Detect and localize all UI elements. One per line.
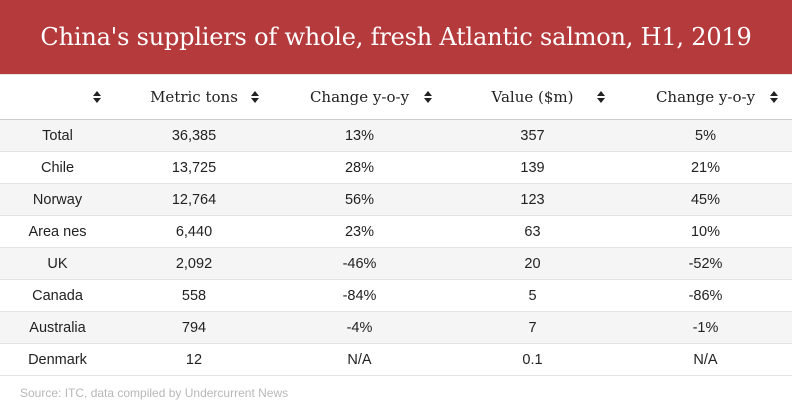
table-cell: 357 bbox=[446, 119, 619, 152]
sort-arrows-icon[interactable] bbox=[93, 91, 101, 103]
table-cell: 13,725 bbox=[115, 151, 273, 184]
table-cell: 28% bbox=[273, 151, 446, 184]
column-header-label: Value ($m) bbox=[491, 88, 574, 106]
table-row: Total 36,385 13% 357 5% bbox=[0, 119, 792, 152]
table-row: UK 2,092 -46% 20 -52% bbox=[0, 247, 792, 280]
table-cell: -1% bbox=[619, 311, 792, 344]
data-table-container: Metric tons Change y-o-y Value ($m) Change … bbox=[0, 74, 792, 376]
source-note: Source: ITC, data compiled by Undercurre… bbox=[20, 386, 289, 400]
row-label: Chile bbox=[0, 151, 115, 184]
table-row: Norway 12,764 56% 123 45% bbox=[0, 183, 792, 216]
column-header-4[interactable]: Change y-o-y bbox=[619, 74, 792, 120]
table-cell: 56% bbox=[273, 183, 446, 216]
column-header-3[interactable]: Value ($m) bbox=[446, 74, 619, 120]
table-row: Chile 13,725 28% 139 21% bbox=[0, 151, 792, 184]
sort-arrows-icon[interactable] bbox=[424, 91, 432, 103]
table-cell: 12 bbox=[115, 343, 273, 376]
chart-title: China's suppliers of whole, fresh Atlant… bbox=[0, 0, 792, 74]
table-cell: 13% bbox=[273, 119, 446, 152]
sort-arrows-icon[interactable] bbox=[251, 91, 259, 103]
row-label: Australia bbox=[0, 311, 115, 344]
table-cell: 20 bbox=[446, 247, 619, 280]
sort-arrows-icon[interactable] bbox=[770, 91, 778, 103]
row-label: Norway bbox=[0, 183, 115, 216]
column-header-label: Change y-o-y bbox=[655, 88, 756, 106]
table-row: Canada 558 -84% 5 -86% bbox=[0, 279, 792, 312]
table-cell: 794 bbox=[115, 311, 273, 344]
column-header-label: Metric tons bbox=[150, 88, 238, 106]
table-cell: 5% bbox=[619, 119, 792, 152]
table-cell: 2,092 bbox=[115, 247, 273, 280]
table-cell: -4% bbox=[273, 311, 446, 344]
table-cell: 10% bbox=[619, 215, 792, 248]
table-row: Denmark 12 N/A 0.1 N/A bbox=[0, 343, 792, 376]
column-header-label: Change y-o-y bbox=[309, 88, 410, 106]
column-header-2[interactable]: Change y-o-y bbox=[273, 74, 446, 120]
table-cell: 7 bbox=[446, 311, 619, 344]
table-cell: -46% bbox=[273, 247, 446, 280]
table-header: Metric tons Change y-o-y Value ($m) Change … bbox=[0, 74, 792, 120]
column-header-1[interactable]: Metric tons bbox=[115, 74, 273, 120]
row-label: Area nes bbox=[0, 215, 115, 248]
table-cell: N/A bbox=[273, 343, 446, 376]
header-row: Metric tons Change y-o-y Value ($m) Change … bbox=[0, 74, 792, 120]
row-label: Denmark bbox=[0, 343, 115, 376]
table-cell: 63 bbox=[446, 215, 619, 248]
table-cell: 45% bbox=[619, 183, 792, 216]
table-row: Area nes 6,440 23% 63 10% bbox=[0, 215, 792, 248]
row-label: Total bbox=[0, 119, 115, 152]
column-header-0[interactable] bbox=[0, 74, 115, 120]
table-body: Total 36,385 13% 357 5% Chile 13,725 28% 139 21% N… bbox=[0, 119, 792, 376]
table-cell: -84% bbox=[273, 279, 446, 312]
table-row: Australia 794 -4% 7 -1% bbox=[0, 311, 792, 344]
table-cell: 23% bbox=[273, 215, 446, 248]
table-cell: 21% bbox=[619, 151, 792, 184]
table-cell: 558 bbox=[115, 279, 273, 312]
data-table: Metric tons Change y-o-y Value ($m) Change … bbox=[0, 74, 792, 376]
row-label: Canada bbox=[0, 279, 115, 312]
table-cell: 12,764 bbox=[115, 183, 273, 216]
table-cell: -52% bbox=[619, 247, 792, 280]
table-cell: 6,440 bbox=[115, 215, 273, 248]
table-cell: N/A bbox=[619, 343, 792, 376]
table-cell: -86% bbox=[619, 279, 792, 312]
sort-arrows-icon[interactable] bbox=[597, 91, 605, 103]
table-cell: 36,385 bbox=[115, 119, 273, 152]
table-cell: 139 bbox=[446, 151, 619, 184]
table-cell: 123 bbox=[446, 183, 619, 216]
table-cell: 5 bbox=[446, 279, 619, 312]
row-label: UK bbox=[0, 247, 115, 280]
table-cell: 0.1 bbox=[446, 343, 619, 376]
